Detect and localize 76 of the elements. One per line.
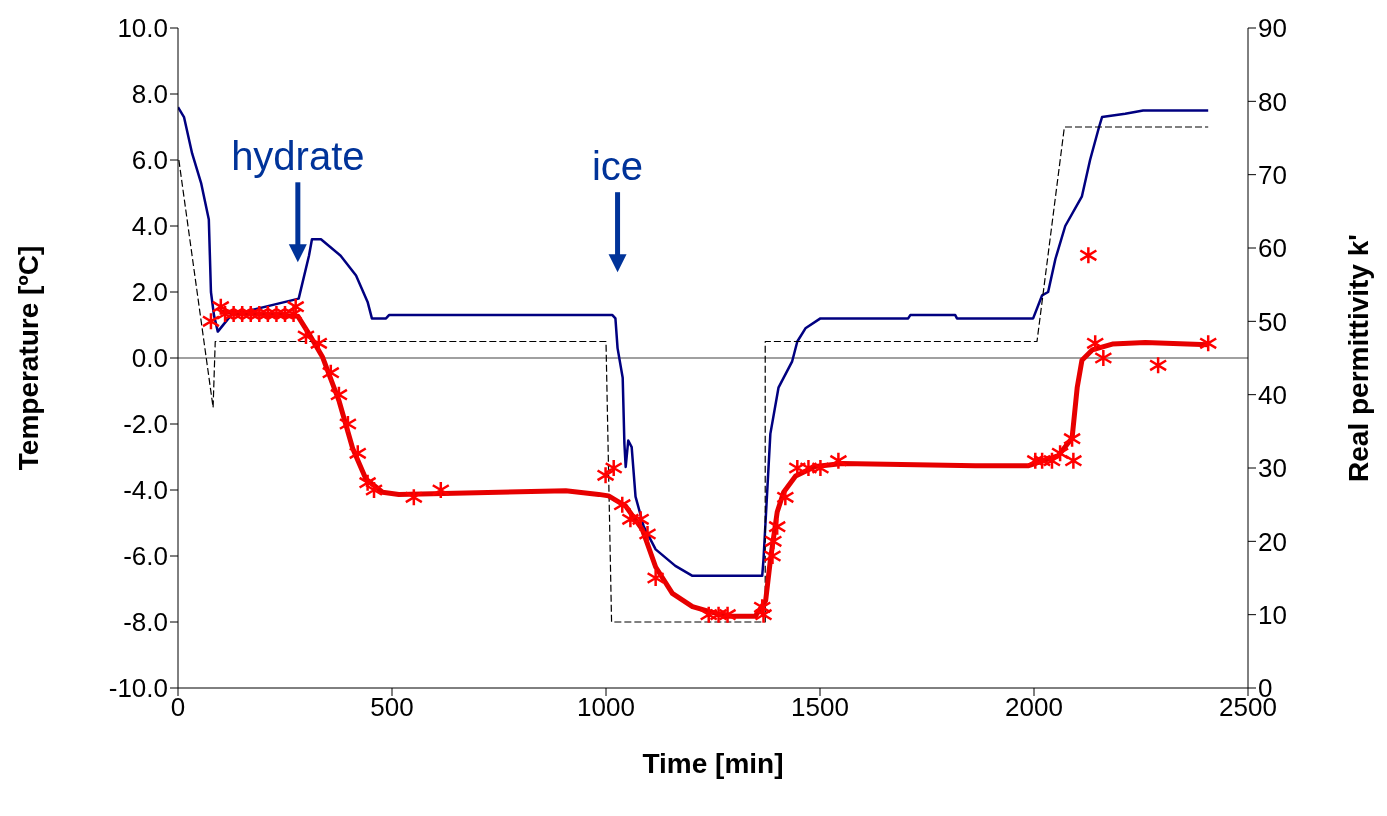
point bbox=[829, 451, 848, 470]
x-tick-label: 1500 bbox=[791, 692, 849, 723]
x-tick-label: 0 bbox=[170, 692, 186, 723]
point bbox=[754, 605, 773, 624]
point bbox=[718, 605, 737, 624]
point bbox=[296, 326, 316, 346]
y-tick-label: 0.0 bbox=[131, 343, 168, 374]
y-axis-title: Temperature [ºC] bbox=[12, 245, 44, 471]
point bbox=[404, 488, 424, 507]
point bbox=[1042, 451, 1062, 470]
x-tick-label: 1000 bbox=[577, 692, 635, 723]
point bbox=[1032, 451, 1052, 470]
y-tick-label: 8.0 bbox=[131, 79, 168, 110]
y2-tick-label: 60 bbox=[1258, 233, 1287, 264]
y2-axis-title: Real permittivity k' bbox=[1342, 234, 1374, 482]
point bbox=[275, 304, 295, 324]
point bbox=[321, 363, 341, 382]
point bbox=[811, 458, 830, 478]
y2-tick-label: 80 bbox=[1258, 86, 1287, 117]
point bbox=[224, 304, 243, 324]
point bbox=[596, 466, 615, 485]
point bbox=[646, 568, 665, 588]
point bbox=[1148, 356, 1168, 375]
point bbox=[431, 480, 451, 500]
y2-tick-label: 70 bbox=[1258, 159, 1287, 190]
y-tick-label: -4.0 bbox=[123, 475, 168, 506]
y-tick-label: -2.0 bbox=[123, 409, 168, 440]
y2-tick-label: 90 bbox=[1258, 13, 1287, 44]
point bbox=[1198, 334, 1218, 353]
point bbox=[267, 304, 286, 324]
y-tick-label: -6.0 bbox=[123, 541, 168, 572]
point bbox=[1079, 246, 1098, 265]
point bbox=[1062, 429, 1082, 448]
y2-tick-label: 30 bbox=[1258, 453, 1287, 484]
point bbox=[258, 304, 278, 324]
point bbox=[364, 480, 384, 500]
point bbox=[286, 297, 305, 316]
x-tick-label: 500 bbox=[370, 692, 414, 723]
y2-tick-label: 40 bbox=[1258, 379, 1287, 410]
point bbox=[338, 414, 358, 434]
point bbox=[348, 444, 368, 463]
point bbox=[241, 304, 261, 324]
point bbox=[1064, 451, 1083, 470]
point bbox=[764, 532, 783, 551]
y-tick-label: 10.0 bbox=[117, 13, 168, 44]
y-tick-label: 6.0 bbox=[131, 145, 168, 176]
point bbox=[767, 517, 787, 536]
y-tick-label: -10.0 bbox=[108, 673, 168, 704]
point bbox=[709, 605, 728, 624]
point bbox=[788, 458, 807, 478]
y-tick-label: 4.0 bbox=[131, 211, 168, 242]
point bbox=[309, 334, 329, 353]
y2-tick-label: 10 bbox=[1258, 599, 1287, 630]
point bbox=[329, 385, 349, 404]
point bbox=[250, 304, 269, 324]
y-tick-label: 2.0 bbox=[131, 277, 168, 308]
point bbox=[201, 312, 221, 331]
annotation: hydrate bbox=[231, 134, 365, 179]
point bbox=[1026, 451, 1045, 470]
point bbox=[358, 473, 377, 492]
point bbox=[799, 458, 818, 478]
point bbox=[699, 605, 718, 624]
point bbox=[763, 546, 782, 566]
x-axis-title: Time [min] bbox=[642, 748, 784, 779]
y2-tick-label: 20 bbox=[1258, 526, 1287, 557]
annotation: ice bbox=[591, 144, 644, 189]
x-tick-label: 2000 bbox=[1005, 692, 1063, 723]
y2-tick-label: 50 bbox=[1258, 306, 1287, 337]
point bbox=[232, 304, 252, 324]
point bbox=[284, 304, 303, 324]
point bbox=[1050, 444, 1070, 463]
y-tick-label: -8.0 bbox=[123, 607, 168, 638]
point bbox=[215, 304, 235, 324]
point bbox=[776, 488, 795, 507]
point bbox=[604, 458, 623, 478]
point bbox=[211, 297, 231, 316]
